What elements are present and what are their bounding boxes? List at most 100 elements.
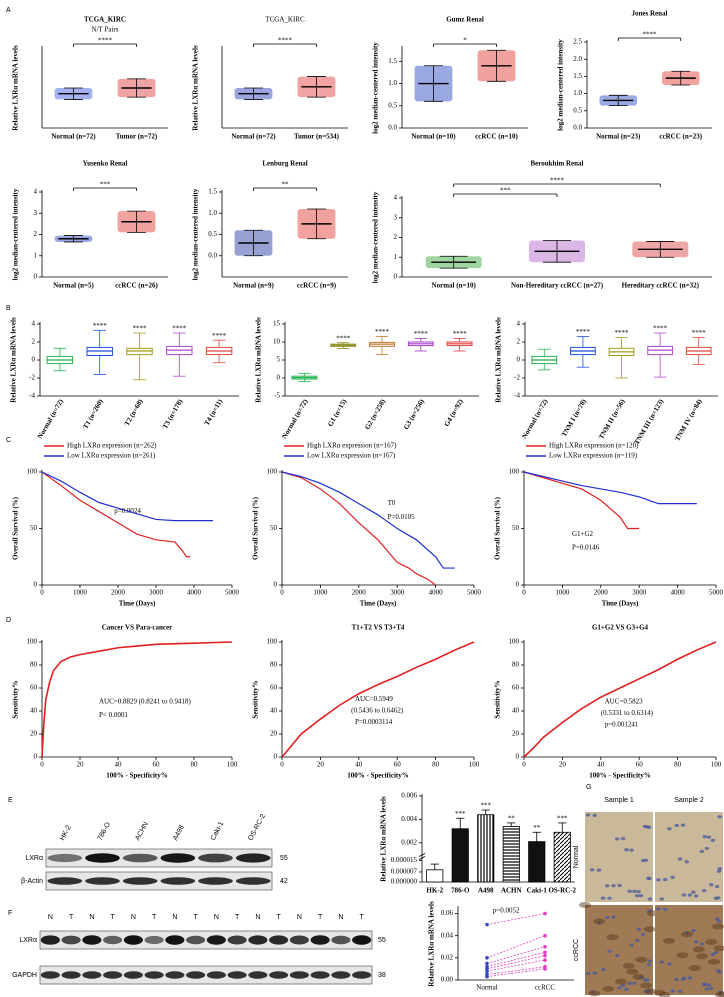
y-tick-label: 4 xyxy=(517,320,521,328)
x-tick-label: 4000 xyxy=(671,589,686,597)
lane-label: N xyxy=(338,914,343,921)
ihc-nucleus xyxy=(663,907,668,911)
x-axis-label: 100% - Specificity% xyxy=(106,772,167,780)
y-tick-label: 20 xyxy=(512,730,520,738)
y-tick-label: 0 xyxy=(516,753,520,761)
ihc-nucleus xyxy=(667,962,672,966)
ihc-nucleus xyxy=(674,823,679,828)
kda-label: 55 xyxy=(280,855,288,862)
chart-title: Yusenko Renal xyxy=(83,160,128,168)
x-tick-label: 20 xyxy=(317,761,325,769)
x-tick-label: 100 xyxy=(711,761,722,769)
ihc-nucleus xyxy=(659,897,664,901)
y-axis-label: Sensitivity% xyxy=(494,680,502,718)
y-tick-label: 20 xyxy=(30,730,38,738)
lane-label: HK-2 xyxy=(59,824,73,841)
ihc-stain xyxy=(692,946,705,953)
x-tick-label: 40 xyxy=(115,761,123,769)
y-tick-label: 80 xyxy=(30,661,38,669)
blot-band xyxy=(352,935,372,945)
chart-title: Cancer VS Para-cancer xyxy=(102,624,173,632)
y-tick-label: 80 xyxy=(512,661,520,669)
ihc-nucleus xyxy=(585,971,591,975)
bar xyxy=(553,831,571,883)
x-tick-label: 60 xyxy=(636,761,644,769)
y-tick-label: 40 xyxy=(512,707,520,715)
y-tick-label: 100 xyxy=(267,638,278,646)
ihc-nucleus xyxy=(607,896,612,900)
ihc-stain xyxy=(714,991,724,997)
blot-strip xyxy=(39,965,373,985)
y-tick-label: 100 xyxy=(27,638,38,646)
ihc-nucleus xyxy=(693,894,699,898)
legend-label: High LXRα expression (n=167) xyxy=(307,442,397,450)
ihc-nucleus xyxy=(706,835,712,839)
chart-title: Jones Renal xyxy=(632,10,668,18)
y-tick-label: 1.5 xyxy=(573,72,582,80)
x-tick-label: G4 (n=92) xyxy=(443,397,465,428)
blot-band xyxy=(47,853,83,863)
y-tick-label: 0 xyxy=(32,356,36,364)
ihc-nucleus xyxy=(632,981,637,985)
sig-label: **** xyxy=(278,37,293,45)
blot-band xyxy=(269,935,289,945)
ihc-nucleus xyxy=(681,893,687,897)
x-tick-label: Normal (n=72) xyxy=(231,133,276,141)
survival-curve xyxy=(41,471,213,522)
ihc-nucleus xyxy=(699,849,705,854)
blot-band xyxy=(123,935,143,945)
ihc-nucleus xyxy=(605,915,610,920)
row-label: GAPDH xyxy=(12,972,37,979)
ihc-stain xyxy=(640,982,653,989)
tumor-point xyxy=(543,944,547,949)
ihc-stain xyxy=(696,953,709,960)
y-axis-label: Relative LXRα mRNA levels xyxy=(12,45,20,131)
blot-band xyxy=(144,935,164,945)
y-tick-label: 100 xyxy=(509,468,520,476)
x-axis-label: Time (Days) xyxy=(119,600,156,608)
y-tick-label: 1.0 xyxy=(388,79,397,87)
panel-letter: G xyxy=(586,784,591,791)
legend-label: High LXRα expression (n=262) xyxy=(67,442,157,450)
tumor-point xyxy=(543,950,547,955)
y-tick-label: 2 xyxy=(517,338,521,346)
chart-title: Lenburg Renal xyxy=(262,160,307,168)
panel-letter: E xyxy=(8,797,13,804)
x-tick-label: Normal xyxy=(476,984,497,992)
x-tick-label: 0 xyxy=(280,761,284,769)
sig-label: **** xyxy=(643,31,658,39)
ihc-nucleus xyxy=(693,940,699,944)
blot-band xyxy=(165,935,185,945)
ihc-stain xyxy=(681,931,694,938)
x-tick-label: 80 xyxy=(191,761,199,769)
lane-label: T xyxy=(235,914,240,921)
x-tick-label: 100 xyxy=(227,761,238,769)
y-axis-label: Relative LXRα mRNA levels xyxy=(495,317,503,403)
legend-label: Low LXRα expression (n=119) xyxy=(549,452,638,460)
y-axis-label: Relative LXRα mRNA levels xyxy=(380,796,388,882)
x-tick-label: Normal (n=72) xyxy=(36,397,65,440)
y-tick-label: 0 xyxy=(274,753,278,761)
survival-curve xyxy=(281,471,455,569)
lane-label: T xyxy=(110,914,115,921)
ihc-stain xyxy=(676,952,689,959)
normal-point xyxy=(485,922,489,927)
x-tick-label: OS-RC-2 xyxy=(548,887,576,895)
ihc-nucleus xyxy=(634,938,640,943)
blot-band xyxy=(227,971,247,979)
roc-curve xyxy=(281,641,475,758)
y-tick-label: 50 xyxy=(512,524,520,532)
ihc-nucleus xyxy=(680,823,686,827)
ihc-nucleus xyxy=(667,827,672,831)
ihc-nucleus xyxy=(647,959,653,963)
sig-label: **** xyxy=(212,332,227,340)
y-axis-label: Overall Survival (%) xyxy=(12,496,20,560)
x-tick-label: 2000 xyxy=(111,589,126,597)
y-axis-label: log2 median-centered intensity xyxy=(372,42,380,134)
x-tick-label: HK-2 xyxy=(426,887,443,895)
x-tick-label: 0 xyxy=(40,589,44,597)
chart-title: TCGA_KIRC xyxy=(84,16,126,24)
ihc-nucleus xyxy=(640,932,646,936)
ihc-nucleus xyxy=(592,813,597,817)
